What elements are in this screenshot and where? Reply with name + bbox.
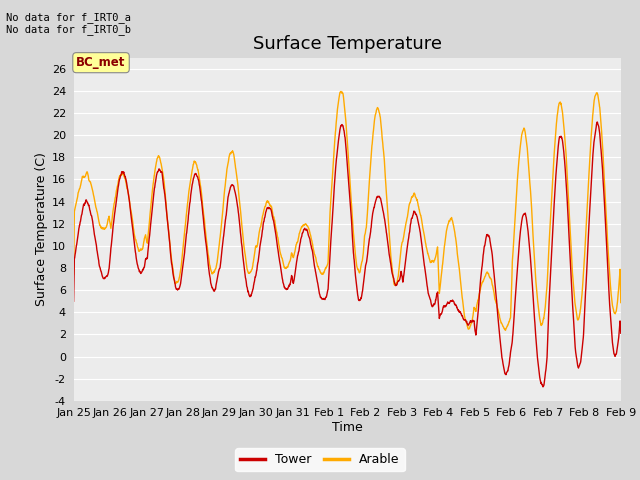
X-axis label: Time: Time <box>332 421 363 434</box>
Text: No data for f_IRT0_a
No data for f_IRT0_b: No data for f_IRT0_a No data for f_IRT0_… <box>6 12 131 36</box>
Text: BC_met: BC_met <box>76 56 125 69</box>
Legend: Tower, Arable: Tower, Arable <box>236 448 404 471</box>
Y-axis label: Surface Temperature (C): Surface Temperature (C) <box>35 152 47 306</box>
Title: Surface Temperature: Surface Temperature <box>253 35 442 53</box>
